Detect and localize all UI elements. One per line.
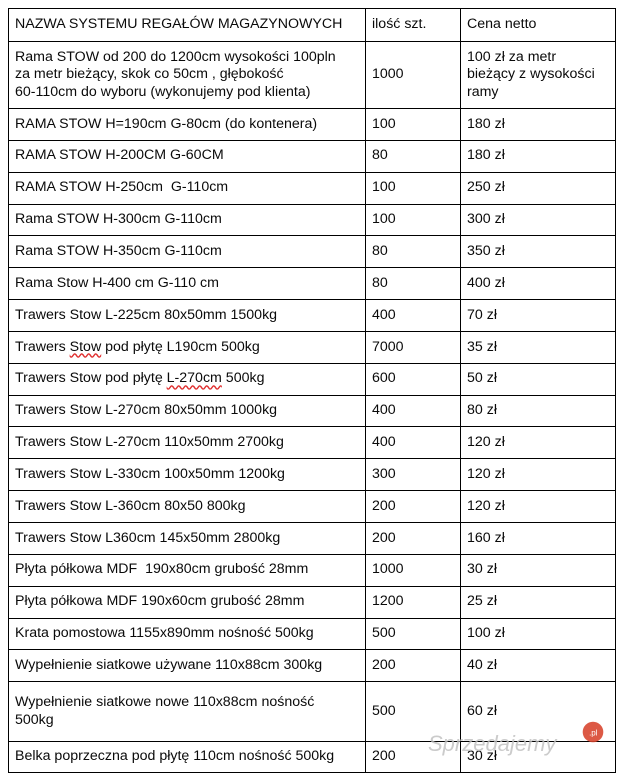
svg-text:.pl: .pl (589, 729, 598, 738)
